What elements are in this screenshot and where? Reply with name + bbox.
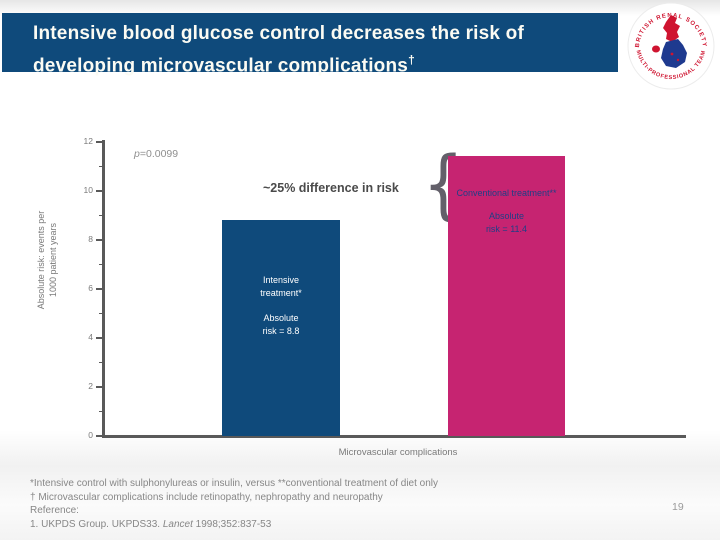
bar-risk-line-2: risk = 11.4 — [485, 224, 528, 234]
y-minor-tick — [99, 411, 103, 412]
y-minor-tick — [99, 166, 103, 167]
y-tick — [96, 288, 103, 290]
y-tick-label: 2 — [88, 381, 93, 391]
title-line-2: developing microvascular complications — [33, 55, 409, 77]
y-minor-tick — [99, 215, 103, 216]
y-tick-label: 8 — [88, 234, 93, 244]
y-tick — [96, 239, 103, 241]
logo-map-england — [661, 39, 687, 68]
y-axis-title-line-2: 1000 patient years — [47, 222, 58, 298]
x-axis-line — [102, 435, 686, 438]
title-banner: Intensive blood glucose control decrease… — [2, 13, 618, 76]
bar-risk-line-2: risk = 8.8 — [262, 326, 300, 336]
bar-risk-line-1: Absolute — [263, 313, 299, 323]
y-tick-label: 12 — [83, 136, 93, 146]
title-line-1: Intensive blood glucose control decrease… — [33, 23, 525, 44]
y-tick — [96, 386, 103, 388]
y-minor-tick — [99, 264, 103, 265]
y-tick-label: 4 — [88, 332, 93, 342]
bar-risk-line-1: Absolute — [488, 211, 525, 221]
x-axis-label: Microvascular complications — [338, 447, 458, 458]
bar-label-line-2: treatment* — [260, 288, 302, 298]
y-minor-tick — [99, 362, 103, 363]
bar-conventional-treatment: Conventional treatment** Absolute risk =… — [448, 156, 565, 436]
logo-map-scotland — [663, 15, 680, 42]
footnote-line-3: Reference: — [30, 505, 79, 516]
british-renal-society-logo: BRITISH RENAL SOCIETY MULTI-PROFESSIONAL… — [627, 2, 715, 90]
bar-label: Conventional treatment** — [456, 188, 557, 198]
bar-label: Intensive treatment* — [222, 274, 340, 300]
y-tick — [96, 337, 103, 339]
reference-suffix: 1998;352:837-53 — [192, 518, 272, 530]
y-minor-tick — [99, 313, 103, 314]
y-tick-label: 10 — [83, 185, 93, 195]
footnote-line-4: 1. UKPDS Group. UKPDS33. Lancet 1998;352… — [30, 518, 438, 532]
p-value-p: p — [134, 148, 140, 160]
y-axis-title-line-1: Absolute risk: events per — [36, 210, 46, 310]
bar-risk-value: Absolute risk = 11.4 — [448, 210, 565, 236]
y-tick — [96, 435, 103, 437]
bar-intensive-treatment: Intensive treatment* Absolute risk = 8.8 — [222, 220, 340, 436]
title-dagger: † — [408, 53, 415, 67]
y-tick — [96, 190, 103, 192]
reference-prefix: 1. UKPDS Group. UKPDS33. — [30, 518, 163, 530]
logo-map-nireland — [652, 45, 660, 53]
footnotes: *Intensive control with sulphonylureas o… — [30, 477, 438, 531]
y-tick-label: 0 — [88, 430, 93, 440]
y-tick — [96, 141, 103, 143]
p-value-annotation: p=0.0099 — [134, 148, 178, 160]
y-axis-line — [102, 140, 105, 437]
reference-journal: Lancet — [162, 518, 193, 530]
logo-map-dot — [676, 58, 680, 62]
p-value-rest: =0.0099 — [139, 148, 179, 160]
logo-map-dot — [670, 52, 674, 56]
difference-annotation: ~25% difference in risk — [263, 181, 399, 195]
y-axis-title: Absolute risk: events per 1000 patient y… — [36, 175, 62, 345]
slide-title: Intensive blood glucose control decrease… — [2, 13, 618, 79]
footnote-line-2: † Microvascular complications include re… — [30, 491, 383, 503]
bar-label-line-1: Intensive — [262, 275, 300, 285]
bar-risk-value: Absolute risk = 8.8 — [222, 312, 340, 338]
y-tick-label: 6 — [88, 283, 93, 293]
footnote-line-1: *Intensive control with sulphonylureas o… — [30, 478, 438, 489]
page-number: 19 — [672, 501, 684, 513]
